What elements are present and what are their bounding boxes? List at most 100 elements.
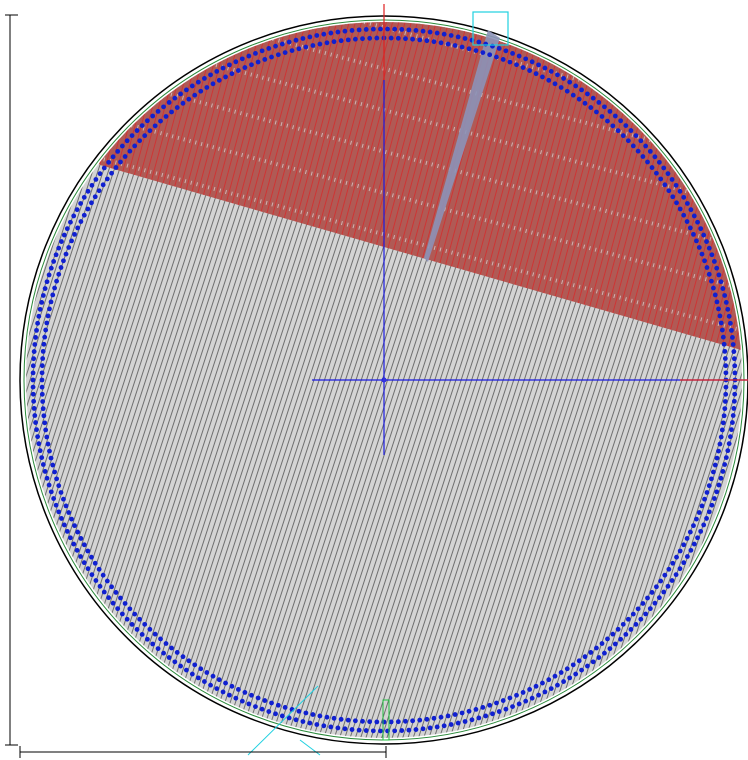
dot xyxy=(716,272,722,278)
dot xyxy=(406,27,412,33)
dot xyxy=(615,626,621,632)
dot xyxy=(275,52,281,58)
dot xyxy=(249,62,254,68)
dot xyxy=(41,341,47,347)
dot xyxy=(113,165,119,170)
origin xyxy=(381,377,387,383)
dot xyxy=(722,406,728,412)
dot xyxy=(681,194,687,200)
dot xyxy=(58,490,64,495)
dot xyxy=(52,469,57,475)
dot xyxy=(711,259,717,264)
dot xyxy=(540,74,545,80)
dot xyxy=(694,238,699,244)
dot xyxy=(106,159,112,165)
dot xyxy=(729,427,734,433)
dot xyxy=(30,377,36,383)
dot xyxy=(44,434,50,440)
dot xyxy=(59,239,64,244)
dot xyxy=(514,62,519,68)
dot xyxy=(40,462,46,467)
dot xyxy=(702,496,707,502)
dot xyxy=(40,406,46,412)
dot xyxy=(704,490,710,495)
dot xyxy=(716,448,721,454)
dot xyxy=(723,391,729,397)
dot xyxy=(378,26,383,32)
dot xyxy=(662,182,668,188)
dot xyxy=(61,232,67,238)
dot xyxy=(37,448,43,454)
dot xyxy=(716,482,722,488)
dot xyxy=(229,71,235,77)
dot xyxy=(723,455,729,461)
dot xyxy=(100,182,106,188)
dot xyxy=(726,313,732,319)
dot xyxy=(523,56,529,62)
dot xyxy=(533,683,539,689)
dot xyxy=(677,206,683,212)
dot xyxy=(410,36,416,42)
dot xyxy=(40,348,46,354)
dot xyxy=(286,39,292,45)
dot xyxy=(279,41,285,47)
dot xyxy=(704,239,709,244)
dot xyxy=(540,680,545,686)
dot xyxy=(235,687,241,692)
dot xyxy=(536,692,541,698)
dot xyxy=(558,85,564,90)
dot xyxy=(399,728,405,733)
dot xyxy=(137,138,143,144)
dot xyxy=(101,589,107,595)
dot xyxy=(704,265,710,270)
dot xyxy=(363,728,369,733)
dot xyxy=(691,213,697,219)
dot xyxy=(166,655,172,660)
dot xyxy=(615,128,621,134)
dot xyxy=(45,441,51,447)
dot xyxy=(706,509,712,515)
dot xyxy=(607,108,613,114)
dot xyxy=(623,123,629,128)
cyan-line xyxy=(247,685,319,756)
dot xyxy=(374,719,380,725)
dot xyxy=(89,182,95,188)
dot xyxy=(100,572,106,578)
dot xyxy=(115,148,121,154)
dot xyxy=(169,109,174,115)
dot xyxy=(46,272,52,278)
dot xyxy=(561,679,566,684)
dot xyxy=(81,212,87,218)
dot xyxy=(490,711,495,717)
dot xyxy=(296,46,302,52)
dot xyxy=(427,29,433,35)
dot xyxy=(718,434,724,440)
dot xyxy=(514,692,519,698)
dot xyxy=(605,118,610,124)
dot xyxy=(670,194,676,200)
dot xyxy=(352,718,358,724)
dot xyxy=(139,123,145,128)
dot xyxy=(78,201,84,206)
dot xyxy=(496,46,502,51)
dot xyxy=(510,50,515,56)
dot xyxy=(78,219,84,224)
dot xyxy=(527,687,533,692)
dot xyxy=(694,516,699,522)
dot xyxy=(370,26,376,32)
dot xyxy=(459,710,465,716)
dot xyxy=(345,717,351,723)
dot xyxy=(39,363,45,369)
dot xyxy=(242,690,248,695)
dot xyxy=(712,462,718,468)
dot xyxy=(712,292,718,298)
dot xyxy=(152,123,158,129)
dot xyxy=(300,719,306,724)
dot xyxy=(582,654,588,660)
dot xyxy=(413,28,419,33)
dot xyxy=(684,219,690,224)
dot xyxy=(643,143,649,149)
dot xyxy=(269,54,274,60)
dot xyxy=(709,278,714,284)
